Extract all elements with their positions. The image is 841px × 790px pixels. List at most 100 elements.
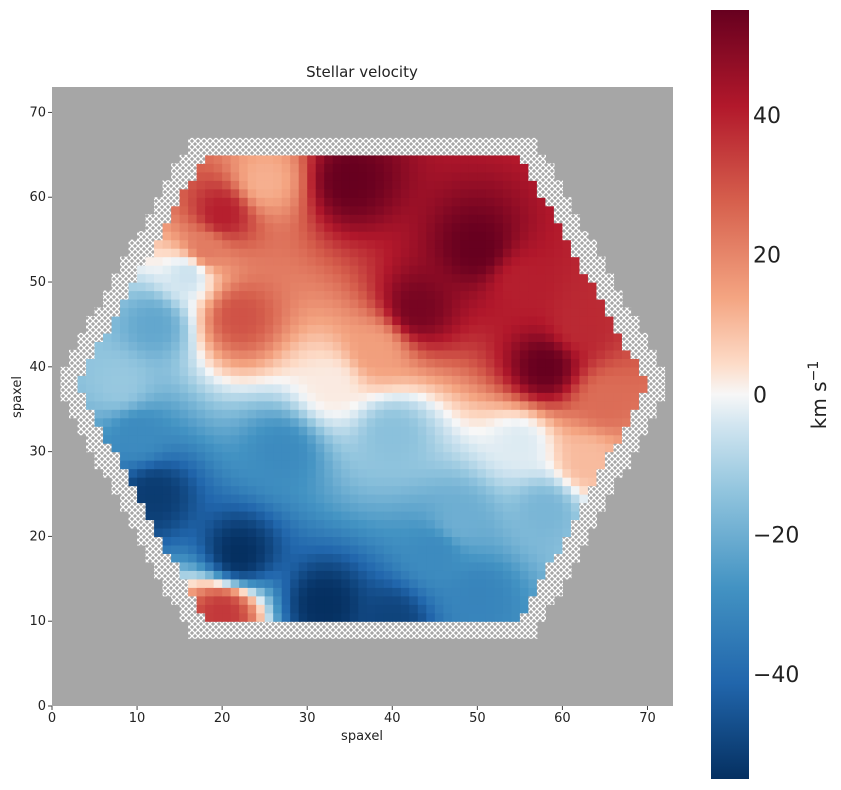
velocity-spaxel bbox=[570, 298, 581, 309]
velocity-spaxel bbox=[349, 510, 359, 521]
velocity-spaxel bbox=[196, 256, 206, 266]
velocity-spaxel bbox=[205, 154, 215, 164]
velocity-spaxel bbox=[494, 544, 504, 554]
masked-spaxel bbox=[307, 629, 317, 639]
velocity-spaxel bbox=[111, 392, 121, 402]
velocity-spaxel bbox=[519, 366, 529, 376]
masked-spaxel bbox=[94, 307, 104, 317]
velocity-spaxel bbox=[443, 460, 453, 470]
velocity-spaxel bbox=[417, 307, 427, 317]
velocity-spaxel bbox=[434, 188, 444, 198]
masked-spaxel bbox=[630, 409, 640, 419]
velocity-spaxel bbox=[188, 578, 198, 588]
masked-spaxel bbox=[290, 629, 300, 639]
velocity-spaxel bbox=[366, 604, 376, 614]
velocity-spaxel bbox=[239, 248, 249, 258]
masked-spaxel bbox=[69, 383, 79, 393]
velocity-spaxel bbox=[230, 544, 240, 554]
velocity-spaxel bbox=[247, 561, 257, 571]
velocity-spaxel bbox=[494, 510, 504, 521]
velocity-spaxel bbox=[400, 154, 410, 164]
velocity-spaxel bbox=[290, 265, 300, 275]
velocity-spaxel bbox=[171, 366, 181, 376]
velocity-spaxel bbox=[222, 477, 232, 487]
velocity-spaxel bbox=[196, 341, 206, 351]
velocity-spaxel bbox=[375, 417, 385, 427]
masked-spaxel bbox=[417, 621, 427, 631]
x-tick-label: 0 bbox=[48, 711, 56, 726]
masked-spaxel bbox=[545, 197, 555, 207]
velocity-spaxel bbox=[188, 468, 198, 478]
velocity-spaxel bbox=[400, 553, 410, 563]
velocity-spaxel bbox=[536, 485, 546, 495]
masked-spaxel bbox=[604, 451, 615, 461]
velocity-spaxel bbox=[349, 248, 359, 258]
velocity-spaxel bbox=[341, 409, 351, 419]
velocity-spaxel bbox=[179, 265, 189, 275]
velocity-spaxel bbox=[511, 519, 521, 529]
velocity-spaxel bbox=[477, 604, 487, 614]
velocity-spaxel bbox=[451, 510, 461, 521]
velocity-spaxel bbox=[536, 375, 546, 385]
velocity-spaxel bbox=[222, 282, 232, 292]
velocity-spaxel bbox=[264, 570, 274, 580]
velocity-spaxel bbox=[383, 434, 393, 444]
velocity-spaxel bbox=[417, 358, 427, 368]
velocity-spaxel bbox=[426, 502, 436, 512]
velocity-spaxel bbox=[179, 494, 189, 504]
velocity-spaxel bbox=[179, 214, 189, 224]
velocity-spaxel bbox=[434, 180, 444, 190]
velocity-spaxel bbox=[562, 358, 572, 368]
velocity-spaxel bbox=[324, 426, 334, 436]
velocity-spaxel bbox=[145, 451, 155, 461]
velocity-spaxel bbox=[528, 417, 538, 427]
velocity-spaxel bbox=[273, 400, 283, 410]
velocity-spaxel bbox=[171, 383, 181, 393]
velocity-spaxel bbox=[205, 468, 215, 478]
velocity-spaxel bbox=[392, 375, 402, 385]
velocity-spaxel bbox=[528, 561, 538, 571]
velocity-spaxel bbox=[358, 392, 368, 402]
velocity-spaxel bbox=[247, 358, 257, 368]
velocity-spaxel bbox=[86, 375, 96, 385]
velocity-spaxel bbox=[511, 485, 521, 495]
velocity-spaxel bbox=[137, 434, 147, 444]
masked-spaxel bbox=[77, 349, 87, 359]
velocity-spaxel bbox=[307, 519, 317, 529]
masked-spaxel bbox=[273, 629, 283, 639]
velocity-spaxel bbox=[213, 154, 223, 164]
velocity-spaxel bbox=[256, 290, 266, 300]
velocity-spaxel bbox=[196, 358, 206, 368]
velocity-spaxel bbox=[290, 332, 300, 342]
velocity-spaxel bbox=[545, 375, 555, 385]
velocity-spaxel bbox=[596, 392, 606, 402]
velocity-spaxel bbox=[485, 265, 495, 275]
velocity-spaxel bbox=[273, 494, 283, 504]
masked-spaxel bbox=[128, 273, 138, 283]
velocity-spaxel bbox=[86, 383, 96, 393]
velocity-spaxel bbox=[519, 256, 529, 266]
velocity-spaxel bbox=[239, 307, 249, 317]
velocity-spaxel bbox=[562, 341, 572, 351]
velocity-spaxel bbox=[434, 214, 444, 224]
velocity-spaxel bbox=[247, 383, 257, 393]
velocity-spaxel bbox=[426, 612, 436, 622]
velocity-spaxel bbox=[298, 570, 308, 580]
velocity-spaxel bbox=[553, 519, 564, 529]
velocity-spaxel bbox=[188, 231, 198, 241]
velocity-spaxel bbox=[358, 248, 368, 258]
masked-spaxel bbox=[171, 570, 181, 580]
masked-spaxel bbox=[77, 409, 87, 419]
velocity-spaxel bbox=[188, 205, 198, 215]
velocity-spaxel bbox=[341, 222, 351, 232]
velocity-spaxel bbox=[111, 324, 121, 334]
velocity-spaxel bbox=[460, 154, 470, 164]
velocity-spaxel bbox=[426, 315, 436, 326]
velocity-spaxel bbox=[86, 392, 96, 402]
velocity-spaxel bbox=[239, 409, 249, 419]
velocity-spaxel bbox=[332, 553, 342, 563]
velocity-spaxel bbox=[273, 290, 283, 300]
velocity-spaxel bbox=[222, 265, 232, 275]
velocity-spaxel bbox=[315, 536, 325, 546]
velocity-spaxel bbox=[230, 163, 240, 173]
